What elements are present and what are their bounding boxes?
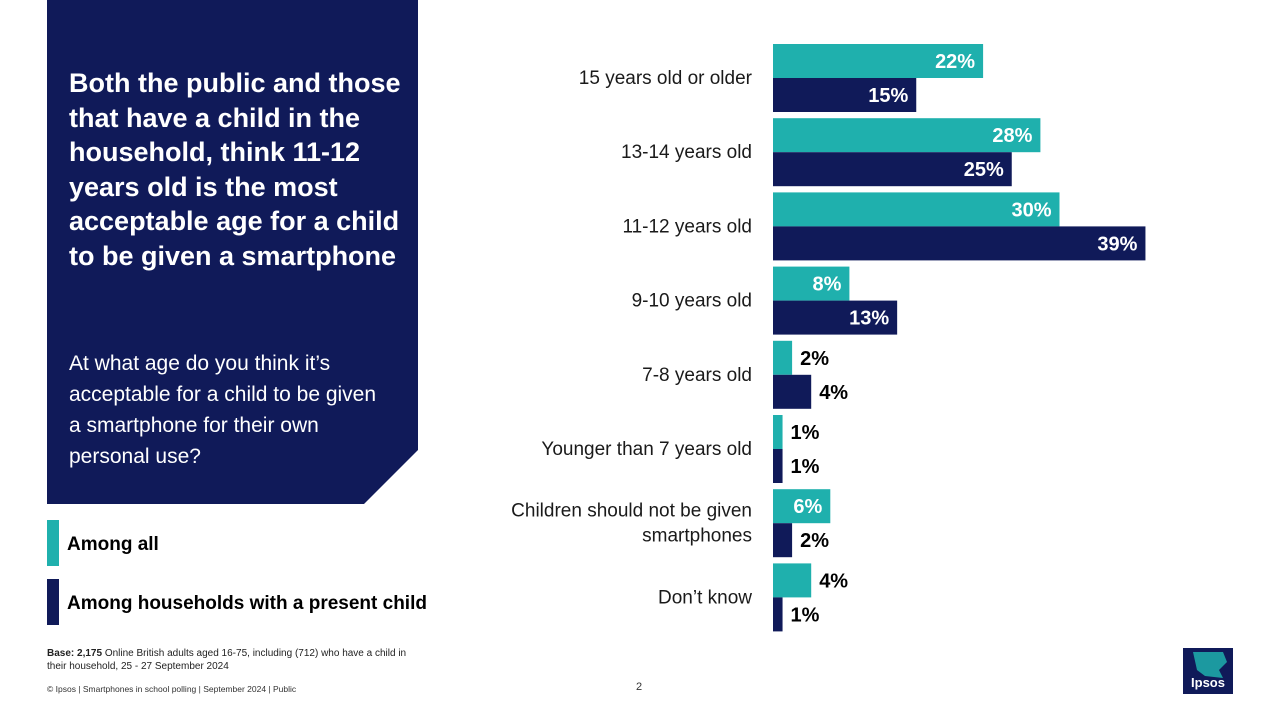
category-label-children-should-not-be-given-smartphones: Children should not be given smartphones [511,501,752,547]
category-label-15-years-old-or-older: 15 years old or older [579,68,753,89]
data-label-among-all-9-10-years-old: 8% [812,274,841,296]
data-label-among-all-younger-than-7-years-old: 1% [791,422,820,444]
data-label-among-all-children-should-not-be-given-smartphones: 6% [793,496,822,518]
bar-among-all-15-years-old-or-older [773,44,984,78]
data-label-among-all-11-12-years-old: 30% [1011,199,1051,221]
bar-among-households-with-a-present-child-don-t-know [773,597,783,632]
data-label-among-households-with-a-present-child-13-14-years-old: 25% [964,159,1004,181]
base-note: Base: 2,175 Online British adults aged 1… [47,647,417,673]
legend-label-households-with-child: Among households with a present child [67,593,427,614]
data-label-among-all-don-t-know: 4% [819,570,848,592]
data-label-among-households-with-a-present-child-11-12-years-old: 39% [1097,233,1137,255]
bar-among-all-don-t-know [773,563,812,598]
bar-among-all-13-14-years-old [773,118,1041,153]
footer-text: © Ipsos | Smartphones in school polling … [47,684,297,694]
category-label-younger-than-7-years-old: Younger than 7 years old [541,439,752,460]
category-label-don-t-know: Don’t know [658,587,752,608]
bar-among-households-with-a-present-child-15-years-old-or-older [773,78,917,112]
base-note-text: Online British adults aged 16-75, includ… [47,648,407,672]
bar-among-households-with-a-present-child-7-8-years-old [773,374,812,409]
bar-among-households-with-a-present-child-11-12-years-old [773,226,1146,261]
logo-text: Ipsos [1191,675,1225,690]
category-label-13-14-years-old: 13-14 years old [621,142,752,163]
page-number: 2 [636,681,643,693]
survey-question: At what age do you think it’s acceptable… [69,352,377,468]
category-label-11-12-years-old: 11-12 years old [622,216,752,237]
bar-among-households-with-a-present-child-children-should-not-be-given-smartphones [773,523,793,558]
bar-among-all-11-12-years-old [773,192,1060,227]
legend-swatch-households-with-child [47,579,59,625]
data-label-among-households-with-a-present-child-15-years-old-or-older: 15% [868,85,908,107]
bar-among-households-with-a-present-child-younger-than-7-years-old [773,449,783,483]
bar-among-all-7-8-years-old [773,340,793,375]
bar-chart: 15 years old or older 22% 15% 13-14 years o… [511,44,1146,632]
legend-label-among-all: Among all [67,534,159,555]
data-label-among-households-with-a-present-child-don-t-know: 1% [791,604,820,626]
category-label-9-10-years-old: 9-10 years old [632,291,752,312]
data-label-among-all-15-years-old-or-older: 22% [935,51,975,73]
data-label-among-households-with-a-present-child-7-8-years-old: 4% [819,382,848,404]
data-label-among-households-with-a-present-child-children-should-not-be-given-smartphones: 2% [800,530,829,552]
data-label-among-households-with-a-present-child-younger-than-7-years-old: 1% [791,456,820,478]
bar-among-all-9-10-years-old [773,266,850,301]
data-label-among-all-13-14-years-old: 28% [992,125,1032,147]
ipsos-logo: Ipsos [1183,648,1233,694]
bar-among-all-younger-than-7-years-old [773,415,783,449]
bar-among-households-with-a-present-child-13-14-years-old [773,152,1012,187]
category-label-7-8-years-old: 7-8 years old [642,365,752,386]
base-note-count: Base: 2,175 [47,648,103,659]
title-panel [47,0,418,504]
bar-among-all-children-should-not-be-given-smartphones [773,489,831,524]
data-label-among-all-7-8-years-old: 2% [800,348,829,370]
headline: Both the public and those that have a ch… [69,68,401,271]
bar-among-households-with-a-present-child-9-10-years-old [773,300,898,335]
data-label-among-households-with-a-present-child-9-10-years-old: 13% [849,308,889,330]
legend-swatch-among-all [47,520,59,566]
